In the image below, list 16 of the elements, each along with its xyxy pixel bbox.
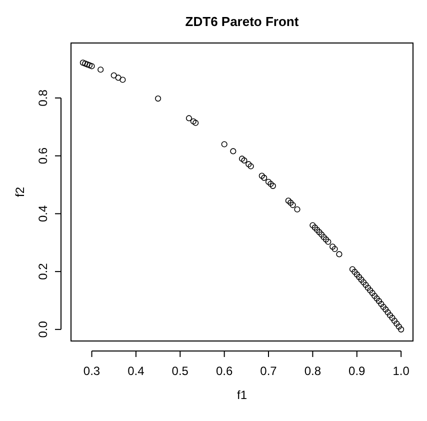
y-tick-label: 0.6 bbox=[36, 147, 50, 164]
y-tick-label: 0.2 bbox=[36, 262, 50, 280]
y-tick-label: 0.8 bbox=[36, 89, 50, 106]
x-tick-label: 1.0 bbox=[392, 364, 410, 378]
x-tick-label: 0.6 bbox=[216, 364, 233, 378]
y-tick-label: 0.4 bbox=[36, 205, 50, 222]
y-tick-label: 0.0 bbox=[36, 320, 50, 338]
x-tick-label: 0.4 bbox=[128, 364, 145, 378]
x-tick-label: 0.8 bbox=[304, 364, 322, 378]
y-axis-title: f2 bbox=[13, 186, 27, 198]
x-tick-label: 0.3 bbox=[83, 364, 100, 378]
x-tick-label: 0.9 bbox=[348, 364, 366, 378]
x-axis-title: f1 bbox=[236, 388, 248, 402]
x-tick-label: 0.5 bbox=[172, 364, 189, 378]
chart-title: ZDT6 Pareto Front bbox=[185, 14, 300, 29]
x-tick-label: 0.7 bbox=[260, 364, 278, 378]
